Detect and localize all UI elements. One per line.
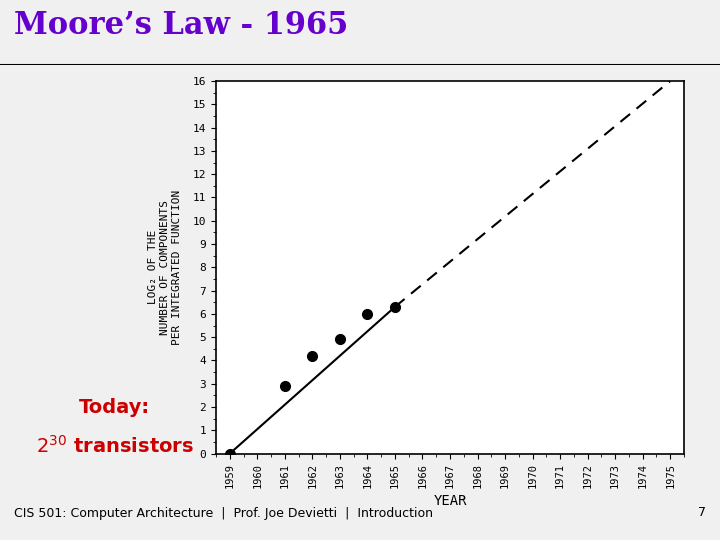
X-axis label: YEAR: YEAR (433, 494, 467, 508)
Text: Today:: Today: (79, 398, 150, 417)
Text: $2^{30}$ transistors: $2^{30}$ transistors (36, 435, 194, 456)
Text: Moore’s Law - 1965: Moore’s Law - 1965 (14, 10, 348, 40)
Text: CIS 501: Computer Architecture  |  Prof. Joe Devietti  |  Introduction: CIS 501: Computer Architecture | Prof. J… (14, 507, 433, 519)
Y-axis label: LOG₂ OF THE
NUMBER OF COMPONENTS
PER INTEGRATED FUNCTION: LOG₂ OF THE NUMBER OF COMPONENTS PER INT… (148, 190, 181, 345)
Text: 7: 7 (698, 507, 706, 519)
